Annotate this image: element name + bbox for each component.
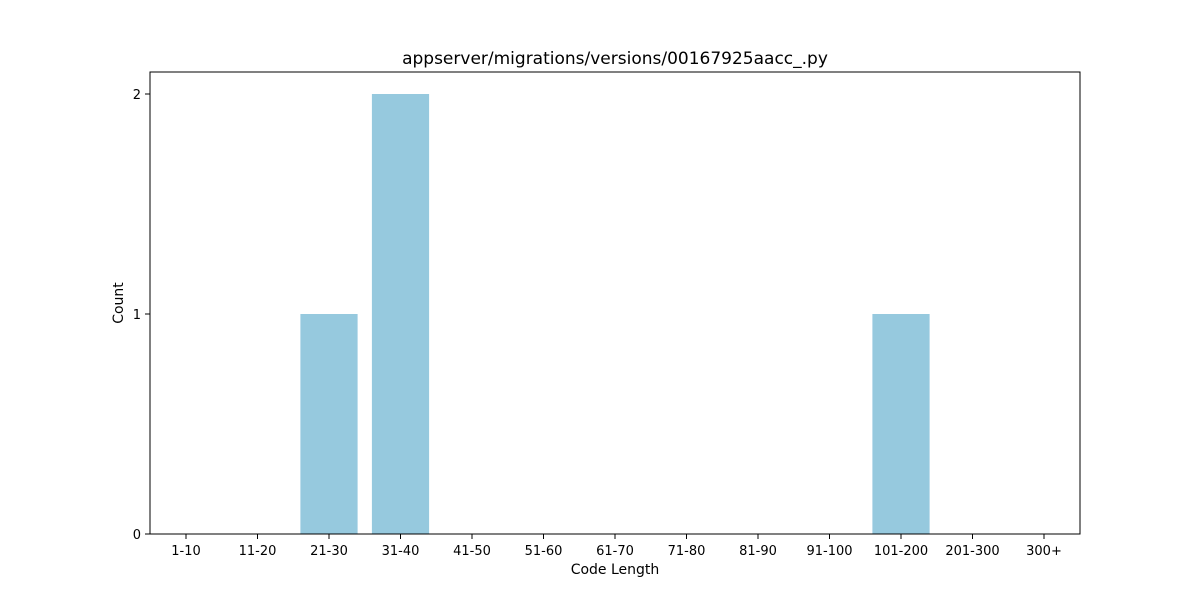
x-tick-label: 71-80 (668, 544, 706, 559)
x-tick-label: 41-50 (453, 544, 491, 559)
x-tick-label: 91-100 (806, 544, 852, 559)
bars-group (300, 94, 930, 534)
x-axis-label: Code Length (571, 562, 660, 578)
x-tick-label: 31-40 (382, 544, 420, 559)
y-tick-label: 2 (133, 88, 141, 103)
x-tick-label: 51-60 (525, 544, 563, 559)
x-tick-label: 101-200 (874, 544, 928, 559)
y-axis-label: Count (111, 282, 127, 324)
bar-31-40 (371, 94, 430, 534)
x-tick-label: 201-300 (945, 544, 999, 559)
bar-101-200 (872, 314, 930, 534)
x-tick-label: 21-30 (310, 544, 348, 559)
x-axis-ticks: 1-10 11-20 21-30 31-40 41-50 51-60 61-70 71-80 8… (171, 534, 1062, 559)
x-tick-label: 300+ (1026, 544, 1062, 559)
x-tick-label: 1-10 (171, 544, 201, 559)
y-axis-ticks: 0 1 2 (133, 88, 150, 543)
plot-area-frame (149, 71, 1081, 535)
x-tick-label: 61-70 (596, 544, 634, 559)
y-tick-label: 1 (133, 308, 141, 323)
y-tick-label: 0 (133, 528, 141, 543)
x-tick-label: 81-90 (739, 544, 777, 559)
bar-21-30 (300, 314, 358, 534)
x-tick-label: 11-20 (239, 544, 277, 559)
chart-title: appserver/migrations/versions/00167925aa… (402, 49, 828, 69)
